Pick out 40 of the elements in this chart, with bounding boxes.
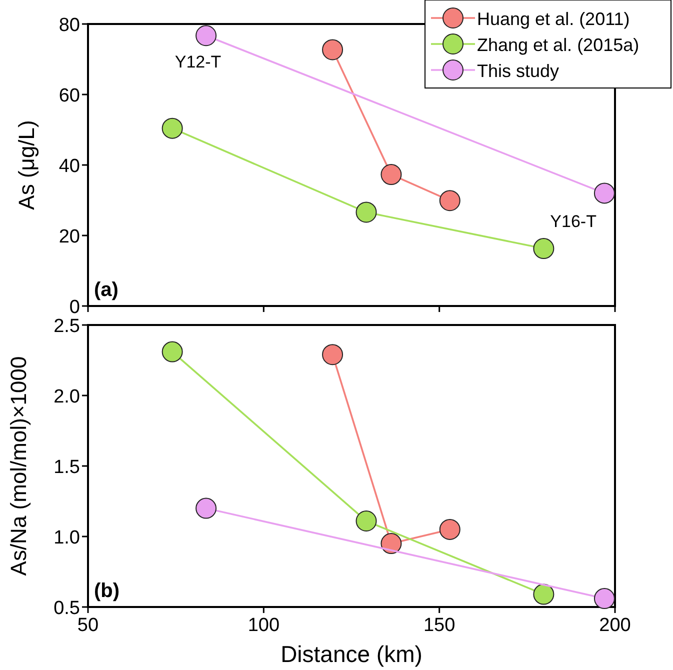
y-tick-label: 2.5 xyxy=(54,316,80,337)
legend-label: Huang et al. (2011) xyxy=(477,9,630,29)
y-tick-label: 40 xyxy=(58,156,80,177)
point xyxy=(380,164,402,186)
y-tick-label: 0.5 xyxy=(54,598,80,619)
point xyxy=(162,118,183,139)
point xyxy=(594,588,615,610)
y-tick-label: 60 xyxy=(58,86,80,106)
point xyxy=(196,498,217,519)
x-tick-label: 100 xyxy=(248,615,280,636)
point xyxy=(356,510,377,532)
point xyxy=(322,39,344,60)
point xyxy=(439,190,460,212)
point xyxy=(439,518,460,540)
point xyxy=(594,182,615,204)
y-axis-title: As (μg/L) xyxy=(14,120,39,210)
point xyxy=(533,238,554,260)
y-tick-label: 1.0 xyxy=(54,528,80,548)
y-tick-label: 80 xyxy=(58,15,80,36)
x-tick-label: 200 xyxy=(599,615,631,636)
y-tick-label: 1.5 xyxy=(54,457,80,478)
x-tick-label: 50 xyxy=(77,615,99,636)
y-axis-title: As/Na (mol/mol)×1000 xyxy=(6,356,31,576)
point xyxy=(533,584,554,605)
y-tick-label: 2.0 xyxy=(54,386,80,408)
legend-label: This study xyxy=(477,61,560,81)
x-tick-label: 150 xyxy=(423,615,456,636)
x-axis-title: Distance (km) xyxy=(280,641,422,667)
annotation: Y16-T xyxy=(550,212,596,232)
point xyxy=(162,341,183,362)
annotation: (a) xyxy=(94,279,118,301)
point xyxy=(322,344,344,366)
annotation: Y12-T xyxy=(174,52,222,72)
point xyxy=(380,533,402,554)
point xyxy=(196,25,217,46)
point xyxy=(356,202,377,223)
annotation: (b) xyxy=(94,580,120,602)
y-tick-label: 20 xyxy=(58,226,80,248)
legend-label: Zhang et al. (2015a) xyxy=(477,35,640,55)
y-tick-label: 0 xyxy=(69,297,80,318)
